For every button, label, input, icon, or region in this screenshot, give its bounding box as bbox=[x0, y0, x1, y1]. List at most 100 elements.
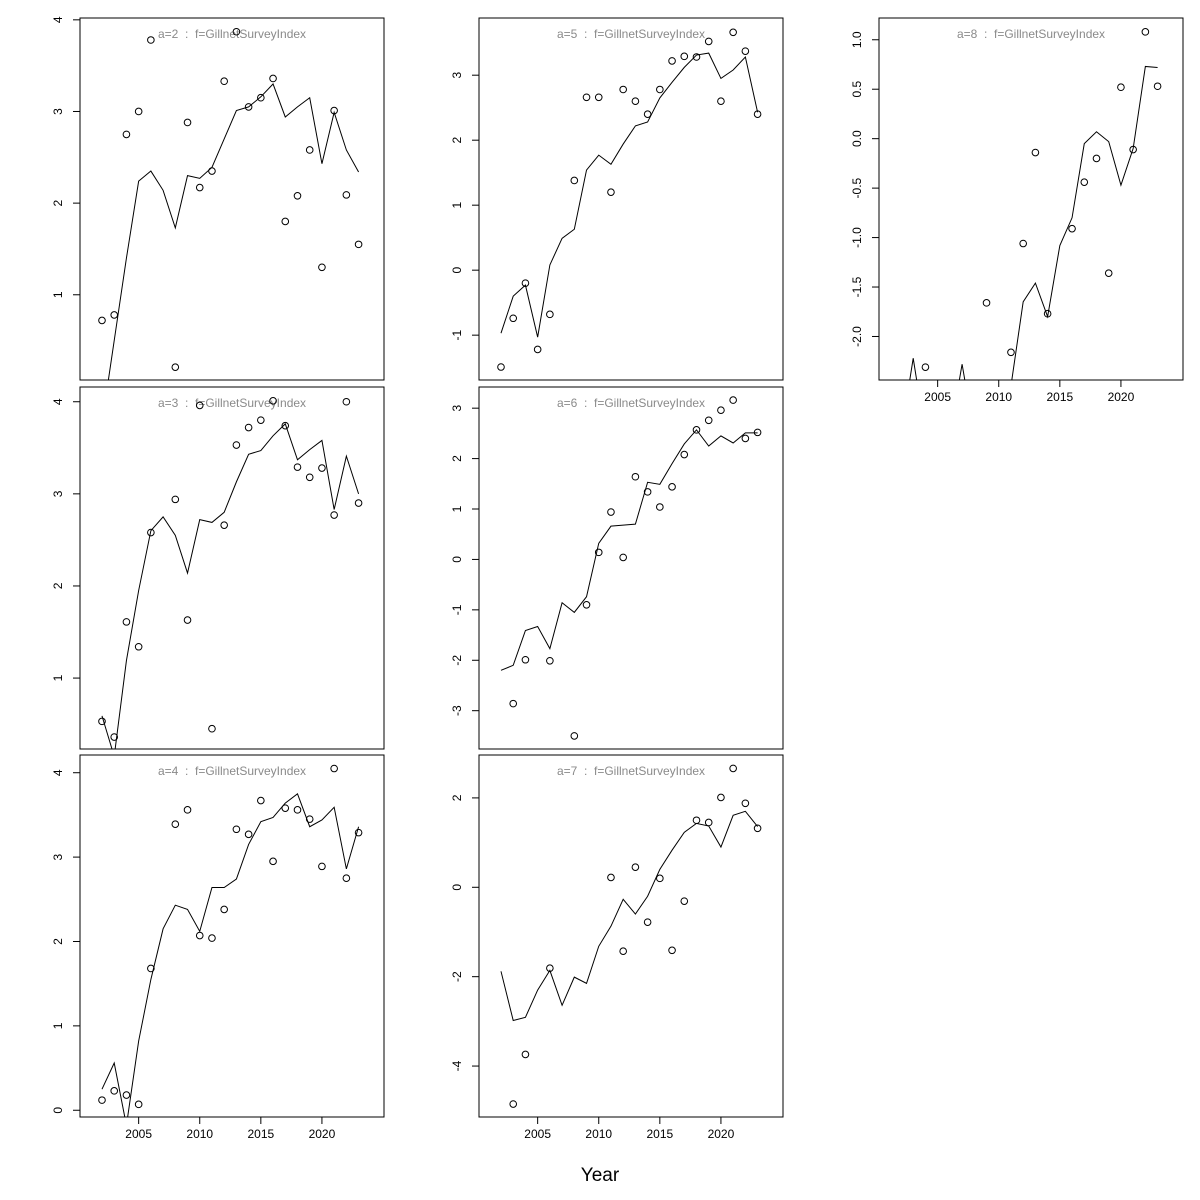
data-point bbox=[98, 717, 106, 726]
panel: a=3 : f=GillnetSurveyIndex 1 2 3 4 bbox=[51, 386, 385, 750]
data-point bbox=[704, 818, 713, 827]
y-tick-label: -2 bbox=[450, 655, 464, 666]
data-point bbox=[281, 217, 290, 226]
data-point bbox=[741, 799, 750, 808]
y-tick-label: 0 bbox=[450, 267, 464, 274]
data-point bbox=[147, 36, 155, 44]
data-point bbox=[582, 601, 591, 609]
data-point bbox=[607, 188, 615, 196]
data-point bbox=[729, 28, 737, 37]
data-point bbox=[110, 1087, 119, 1095]
y-tick-label: 4 bbox=[51, 769, 65, 776]
data-point bbox=[354, 240, 363, 249]
fitted-line bbox=[107, 83, 360, 380]
data-point bbox=[631, 97, 640, 105]
data-point bbox=[171, 495, 180, 504]
data-point bbox=[1068, 224, 1076, 233]
data-point bbox=[171, 363, 180, 371]
plot-frame bbox=[79, 754, 385, 1118]
data-point bbox=[208, 724, 216, 733]
data-point bbox=[220, 905, 228, 914]
data-point bbox=[668, 57, 676, 65]
data-point bbox=[619, 553, 627, 562]
data-point bbox=[244, 830, 253, 839]
data-point bbox=[509, 314, 518, 323]
data-point bbox=[269, 74, 277, 83]
data-point bbox=[232, 825, 241, 834]
y-tick-label: -1 bbox=[450, 329, 464, 340]
data-point bbox=[643, 918, 652, 926]
data-point bbox=[497, 363, 505, 371]
x-tick-label: 2010 bbox=[585, 1127, 612, 1141]
y-tick-label: 3 bbox=[51, 490, 65, 497]
fitted-line bbox=[909, 65, 1158, 380]
data-point bbox=[122, 618, 131, 626]
data-point bbox=[147, 964, 155, 973]
data-point bbox=[232, 27, 241, 36]
data-point bbox=[607, 508, 615, 516]
data-point bbox=[668, 483, 676, 491]
y-tick-label: 2 bbox=[51, 938, 65, 945]
plot-area bbox=[909, 28, 1162, 380]
data-point bbox=[656, 874, 664, 883]
data-point bbox=[293, 191, 302, 200]
data-point bbox=[330, 764, 338, 773]
y-tick-label: 4 bbox=[51, 16, 65, 23]
data-point bbox=[257, 93, 265, 102]
data-point bbox=[521, 655, 530, 664]
data-point bbox=[607, 873, 615, 882]
data-point bbox=[656, 503, 664, 511]
data-point bbox=[680, 897, 689, 905]
data-point bbox=[704, 37, 713, 46]
data-point bbox=[195, 401, 204, 410]
y-tick-label: 1 bbox=[450, 202, 464, 209]
data-point bbox=[1019, 239, 1027, 248]
fitted-line bbox=[101, 793, 360, 1117]
data-point bbox=[98, 1096, 106, 1104]
data-point bbox=[921, 363, 930, 371]
x-axis-label: Year bbox=[581, 1165, 620, 1186]
data-point bbox=[281, 804, 290, 812]
x-tick-label: 2010 bbox=[186, 1127, 213, 1141]
y-tick-label: 1 bbox=[51, 291, 65, 298]
data-point bbox=[98, 316, 106, 325]
y-tick-label: 1 bbox=[450, 505, 464, 512]
y-tick-label: -3 bbox=[450, 705, 464, 716]
data-point bbox=[110, 733, 119, 741]
panel-title: a=6 : f=GillnetSurveyIndex bbox=[557, 396, 705, 410]
y-tick-label: -4 bbox=[450, 1060, 464, 1071]
data-point bbox=[232, 441, 241, 449]
fitted-line bbox=[101, 422, 360, 749]
data-point bbox=[729, 764, 737, 773]
data-point bbox=[704, 416, 713, 425]
data-point bbox=[1031, 148, 1040, 157]
y-tick-label: 3 bbox=[51, 853, 65, 860]
y-tick-label: 1.0 bbox=[850, 31, 864, 48]
data-point bbox=[134, 1100, 143, 1109]
data-point bbox=[195, 931, 204, 940]
plot-area bbox=[500, 764, 762, 1108]
data-point bbox=[753, 428, 762, 437]
y-tick-label: 2 bbox=[450, 137, 464, 144]
y-tick-label: -1 bbox=[450, 604, 464, 615]
data-point bbox=[269, 857, 277, 866]
data-point bbox=[171, 820, 180, 828]
plot-frame bbox=[478, 17, 784, 381]
data-point bbox=[656, 85, 664, 94]
y-tick-label: 4 bbox=[51, 398, 65, 405]
panel-title: a=8 : f=GillnetSurveyIndex bbox=[957, 27, 1105, 41]
x-tick-label: 2005 bbox=[125, 1127, 152, 1141]
data-point bbox=[692, 816, 701, 825]
data-point bbox=[717, 793, 725, 802]
data-point bbox=[570, 732, 579, 740]
data-point bbox=[692, 53, 701, 61]
data-point bbox=[631, 863, 640, 871]
data-point bbox=[208, 934, 216, 942]
data-point bbox=[220, 521, 228, 529]
data-point bbox=[318, 464, 326, 472]
data-point bbox=[717, 97, 725, 105]
data-point bbox=[318, 263, 326, 272]
x-tick-label: 2015 bbox=[1046, 390, 1073, 404]
data-point bbox=[354, 828, 363, 837]
x-tick-label: 2015 bbox=[247, 1127, 274, 1141]
